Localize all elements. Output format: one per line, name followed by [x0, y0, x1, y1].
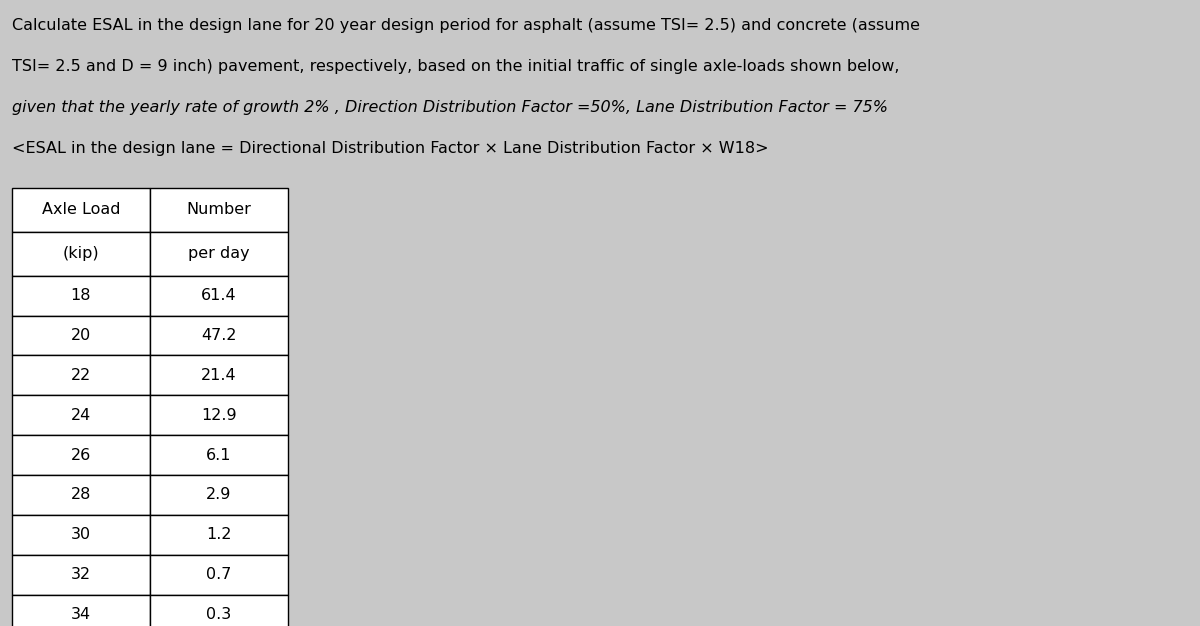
Bar [150, 316, 288, 356]
Bar [150, 356, 288, 395]
Text: 1.2: 1.2 [206, 527, 232, 542]
Text: 22: 22 [71, 368, 91, 383]
Text: Number: Number [186, 202, 252, 217]
Bar [12, 595, 150, 626]
Text: 28: 28 [71, 488, 91, 503]
Text: 30: 30 [71, 527, 91, 542]
Text: 47.2: 47.2 [202, 328, 236, 343]
Text: per day: per day [188, 246, 250, 261]
Text: (kip): (kip) [62, 246, 100, 261]
Bar [150, 555, 288, 595]
Text: 26: 26 [71, 448, 91, 463]
Bar [12, 475, 150, 515]
Text: 12.9: 12.9 [202, 408, 236, 423]
Text: 0.3: 0.3 [206, 607, 232, 622]
Bar [150, 595, 288, 626]
Bar [12, 275, 150, 316]
Bar [12, 555, 150, 595]
Bar [150, 435, 288, 475]
Bar [150, 188, 288, 232]
Bar [12, 232, 150, 275]
Bar [12, 188, 150, 232]
Bar [150, 232, 288, 275]
Text: 34: 34 [71, 607, 91, 622]
Bar [12, 435, 150, 475]
Bar [12, 356, 150, 395]
Text: given that the yearly rate of growth 2% , Direction Distribution Factor =50%, La: given that the yearly rate of growth 2% … [12, 100, 888, 115]
Text: 24: 24 [71, 408, 91, 423]
Bar [12, 316, 150, 356]
Bar [12, 515, 150, 555]
Text: TSI= 2.5 and D = 9 inch) pavement, respectively, based on the initial traffic of: TSI= 2.5 and D = 9 inch) pavement, respe… [12, 59, 900, 74]
Text: 0.7: 0.7 [206, 567, 232, 582]
Text: 61.4: 61.4 [202, 288, 236, 303]
Text: 18: 18 [71, 288, 91, 303]
Bar [150, 395, 288, 435]
Text: Calculate ESAL in the design lane for 20 year design period for asphalt (assume : Calculate ESAL in the design lane for 20… [12, 18, 920, 33]
Bar [150, 515, 288, 555]
Bar [150, 475, 288, 515]
Text: Axle Load: Axle Load [42, 202, 120, 217]
Text: 6.1: 6.1 [206, 448, 232, 463]
Bar [150, 275, 288, 316]
Text: 20: 20 [71, 328, 91, 343]
Text: 2.9: 2.9 [206, 488, 232, 503]
Text: <ESAL in the design lane = Directional Distribution Factor × Lane Distribution F: <ESAL in the design lane = Directional D… [12, 141, 769, 156]
Text: 32: 32 [71, 567, 91, 582]
Text: 21.4: 21.4 [202, 368, 236, 383]
Bar [12, 395, 150, 435]
